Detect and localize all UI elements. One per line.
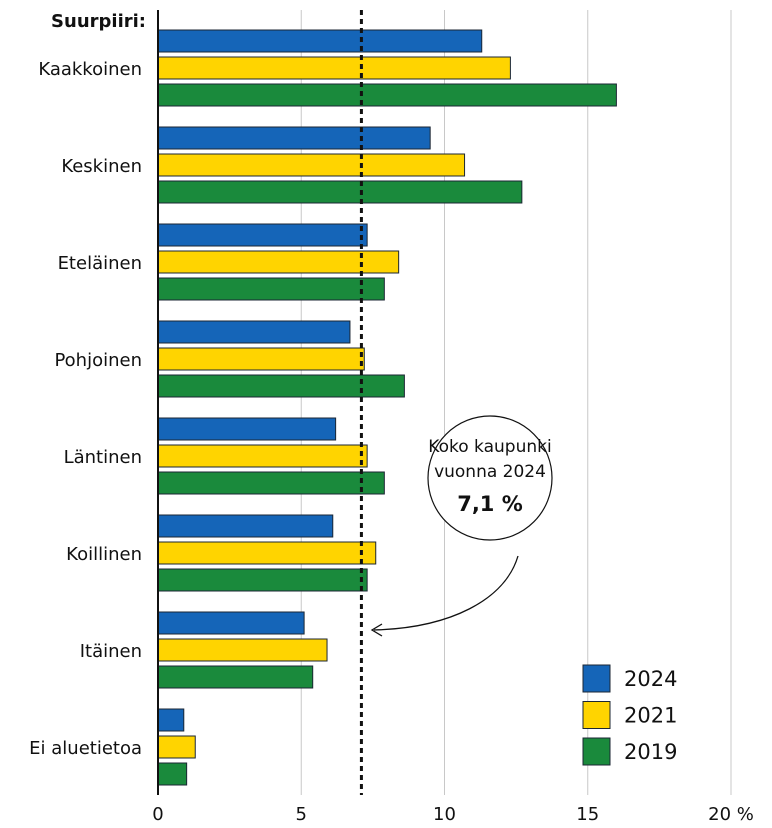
bar <box>157 762 188 786</box>
bar <box>157 153 466 177</box>
legend-swatch <box>582 737 611 766</box>
bar <box>157 568 368 592</box>
bar <box>157 83 617 107</box>
bar <box>157 708 185 732</box>
legend-label: 2019 <box>624 740 677 764</box>
bar <box>157 665 314 689</box>
x-tick-label: 5 <box>296 804 307 825</box>
y-tick-label: Eteläinen <box>58 253 142 274</box>
bar <box>157 223 368 247</box>
y-tick-label: Ei aluetietoa <box>29 738 142 759</box>
annotation-bubble <box>427 415 553 541</box>
bar <box>157 56 511 80</box>
annotation-text: 7,1 % <box>457 492 523 516</box>
legend-label: 2021 <box>624 704 677 728</box>
bar <box>157 611 305 635</box>
bar <box>157 541 377 565</box>
bar <box>157 417 337 441</box>
bar <box>157 444 368 468</box>
legend-label: 2024 <box>624 667 677 691</box>
bar <box>157 29 483 53</box>
legend-swatch <box>582 701 611 729</box>
annotation-arrow <box>373 555 519 631</box>
y-tick-label: Kaakkoinen <box>38 59 142 80</box>
y-tick-label: Pohjoinen <box>54 350 142 371</box>
y-tick-label: Koillinen <box>66 544 142 565</box>
y-tick-label: Keskinen <box>61 156 142 177</box>
bar <box>157 638 328 662</box>
y-tick-label: Läntinen <box>64 447 142 468</box>
arrow-head <box>370 623 383 637</box>
bar <box>157 126 431 150</box>
bar <box>157 320 351 344</box>
bar <box>157 374 405 398</box>
bar <box>157 514 334 538</box>
legend-swatch <box>582 664 611 693</box>
bar <box>157 735 196 759</box>
bar <box>157 347 365 371</box>
x-tick-label: 10 <box>433 804 456 825</box>
axis-label: Suurpiiri: <box>51 11 146 32</box>
annotation-text: Koko kaupunki <box>428 437 551 457</box>
x-tick-label: 0 <box>152 804 163 825</box>
bar <box>157 180 523 204</box>
annotation-text: vuonna 2024 <box>434 462 546 482</box>
x-tick-label: 15 <box>576 804 599 825</box>
x-tick-label: 20 % <box>708 804 754 825</box>
bar <box>157 471 385 495</box>
y-tick-label: Itäinen <box>80 641 142 662</box>
bar <box>157 277 385 301</box>
